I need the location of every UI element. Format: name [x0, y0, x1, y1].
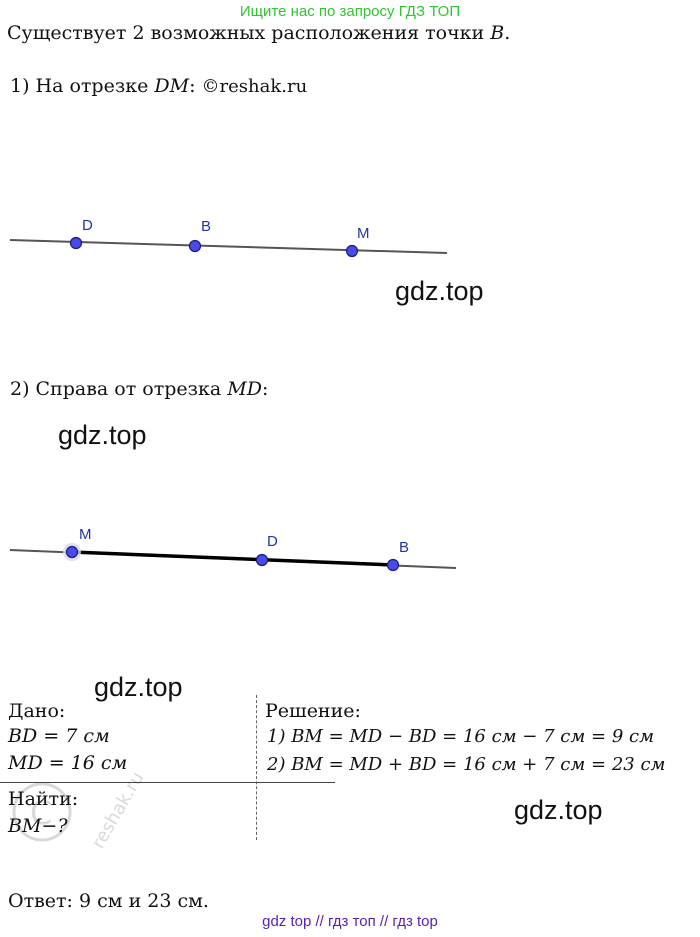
case1-copyright: ©reshak.ru — [201, 76, 308, 97]
solution-line-1: 1) BM = MD − BD = 16 см − 7 см = 9 см — [267, 726, 654, 747]
figure1-point-d — [69, 236, 83, 250]
figure1-label-d: D — [82, 217, 93, 234]
figure2-label-m: M — [79, 526, 92, 543]
figure1-label-b: B — [201, 218, 211, 235]
intro-text: Существует 2 возможных расположения точк… — [7, 22, 510, 44]
figure2-point-m — [65, 545, 79, 559]
watermark-4: gdz.top — [514, 795, 603, 825]
seal-text: reshak.ru — [88, 768, 149, 852]
case1-segment: DM — [154, 75, 190, 97]
figure-1: D B M — [9, 217, 448, 258]
given-divider — [0, 782, 335, 783]
figure1-point-b — [188, 239, 202, 253]
solution-line-2: 2) BM = MD + BD = 16 см + 7 см = 23 см — [267, 754, 666, 775]
watermark-2: gdz.top — [58, 420, 147, 450]
figure2-segment-mb — [71, 550, 394, 567]
case2-heading: 2) Справа от отрезка MD: — [10, 378, 268, 400]
figure2-label-b: B — [399, 539, 409, 556]
case2-prefix: 2) Справа от отрезка — [10, 378, 228, 400]
solution-title: Решение: — [265, 700, 361, 722]
figure1-line — [9, 239, 448, 254]
case2-segment: MD — [227, 378, 262, 400]
given-line-2: MD = 16 см — [8, 752, 128, 774]
case1-heading: 1) На отрезке DM: ©reshak.ru — [10, 75, 307, 97]
seal-ring — [12, 782, 72, 842]
figure2-label-d: D — [267, 533, 278, 550]
top-banner[interactable]: Ищите нас по запросу ГДЗ ТОП — [239, 3, 461, 20]
case2-colon: : — [261, 378, 269, 400]
intro-text-main: Существует 2 возможных расположения точк… — [7, 22, 491, 44]
watermark-3: gdz.top — [94, 672, 183, 702]
case1-colon: : — [189, 75, 202, 97]
find-value: BM−? — [8, 815, 68, 837]
watermark-1: gdz.top — [395, 276, 484, 306]
footer-links[interactable]: gdz top // гдз топ // гдз top — [262, 913, 438, 930]
column-divider — [256, 695, 257, 840]
figure-2: M D B — [9, 526, 457, 572]
intro-end: . — [504, 22, 511, 44]
given-title: Дано: — [8, 700, 66, 722]
answer: Ответ: 9 см и 23 см. — [8, 890, 209, 912]
seal-c: C — [30, 794, 52, 832]
intro-point: B — [490, 22, 505, 44]
figure2-point-b — [386, 558, 400, 572]
given-line-1: BD = 7 см — [8, 725, 110, 747]
figure1-label-m: M — [357, 225, 370, 242]
figure1-point-m — [345, 244, 359, 258]
find-title: Найти: — [8, 788, 79, 810]
figure2-point-d — [255, 553, 269, 567]
reshak-seal-watermark: C reshak.ru — [12, 768, 149, 852]
case1-prefix: 1) На отрезке — [10, 75, 155, 97]
